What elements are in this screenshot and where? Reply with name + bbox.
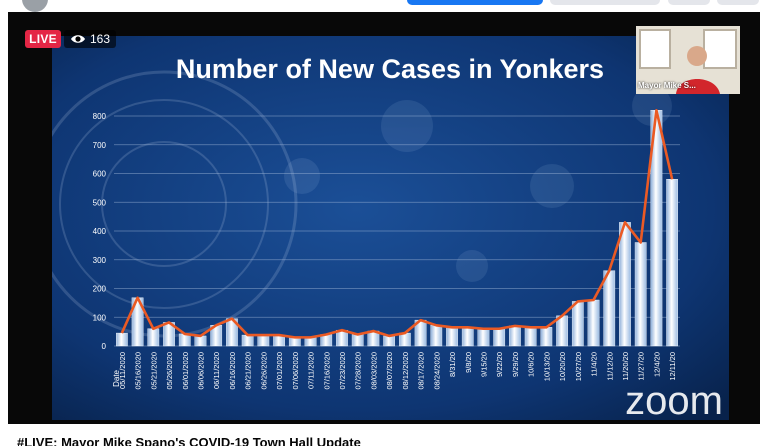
x-tick-label: 11/4/20	[590, 352, 599, 376]
bar-10	[257, 334, 270, 347]
y-tick-label: 800	[93, 112, 107, 121]
chart-title: Number of New Cases in Yonkers	[176, 54, 604, 84]
speaker-video	[636, 26, 740, 94]
x-tick-label: 05/11/2020	[118, 352, 127, 389]
bar-27	[524, 327, 537, 347]
x-tick-label: 06/06/2020	[196, 352, 205, 390]
x-tick-label: 05/26/2020	[165, 352, 174, 390]
bar-18	[383, 335, 395, 347]
secondary-action-button[interactable]	[550, 0, 660, 5]
x-tick-label: 07/16/2020	[322, 352, 331, 390]
y-tick-label: 300	[93, 256, 107, 265]
x-tick-label: 08/17/2020	[417, 352, 426, 390]
x-tick-label: 05/16/2020	[134, 352, 143, 390]
cases-chart: Number of New Cases in Yonkers 0 100 200 30…	[52, 36, 729, 420]
x-tick-label: 08/24/2020	[432, 352, 441, 390]
y-tick-label: 100	[93, 313, 107, 322]
x-tick-label: 10/20/20	[558, 352, 567, 381]
y-tick-label: 600	[93, 170, 107, 179]
primary-action-button[interactable]	[407, 0, 543, 5]
video-caption-bar: #LIVE: Mayor Mike Spano's COVID-19 Town …	[0, 430, 768, 446]
x-tick-label: 08/07/2020	[385, 352, 394, 390]
bar-3	[147, 328, 160, 347]
x-tick-label: 11/12/20	[605, 352, 614, 381]
x-tick-label: 07/06/2020	[291, 352, 300, 390]
x-tick-label: 07/23/2020	[338, 352, 347, 390]
bar-24	[477, 328, 490, 347]
x-tick-label: 12/4/20	[652, 352, 661, 377]
y-tick-label: 0	[102, 342, 107, 351]
bar-34	[634, 242, 647, 347]
bar-9	[241, 334, 254, 347]
action-button[interactable]	[668, 0, 710, 5]
bar-36	[666, 179, 678, 347]
trend-line	[120, 108, 674, 339]
bar-16	[351, 334, 364, 347]
bar-26	[509, 325, 521, 347]
x-tick-label: 9/29/20	[511, 352, 520, 377]
viewer-count-badge: 163	[64, 30, 116, 48]
presentation-slide: Number of New Cases in Yonkers 0 100 200 30…	[52, 36, 729, 420]
x-tick-label: 9/8/20	[464, 352, 473, 373]
bar-23	[461, 327, 474, 347]
page-top-bar	[0, 0, 768, 12]
x-tick-label: 06/11/2020	[212, 352, 221, 389]
zoom-watermark: zoom	[625, 379, 723, 420]
x-tick-label: 10/27/20	[574, 352, 583, 381]
x-tick-label: 9/15/20	[479, 352, 488, 377]
chart-trend-line	[120, 108, 674, 339]
x-tick-label: 06/01/2020	[181, 352, 190, 390]
bar-21	[430, 325, 443, 347]
bar-6	[194, 335, 207, 347]
y-tick-label: 200	[93, 285, 107, 294]
viewer-count: 163	[90, 32, 111, 46]
x-tick-label: 08/12/2020	[401, 352, 410, 390]
slide-background	[52, 36, 729, 420]
x-tick-label: 10/6/20	[527, 352, 536, 377]
speaker-camera-tile: Mayor Mike S...	[636, 26, 740, 94]
x-tick-label: 05/21/2020	[149, 352, 158, 390]
y-tick-label: 400	[93, 227, 107, 236]
bar-30	[571, 301, 584, 347]
bar-31	[587, 299, 600, 347]
more-button[interactable]	[717, 0, 759, 5]
bar-33	[619, 222, 631, 347]
x-tick-label: 9/22/20	[495, 352, 504, 377]
x-tick-label: 07/28/2020	[354, 352, 363, 390]
x-tick-label: 10/13/20	[542, 352, 551, 381]
x-axis-label: Date	[112, 369, 121, 386]
bar-22	[446, 327, 458, 347]
bar-1	[116, 332, 128, 347]
bar-28	[540, 327, 553, 347]
chart-axis-ticks: 0 100 200 300 400 500 600 700 800 05/11/2020 05/16…	[93, 112, 677, 390]
bar-29	[556, 315, 568, 347]
x-tick-label: 11/27/20	[637, 352, 646, 381]
video-title[interactable]: #LIVE: Mayor Mike Spano's COVID-19 Town …	[17, 435, 361, 446]
video-player[interactable]: Number of New Cases in Yonkers 0 100 200 30…	[8, 12, 760, 424]
live-badge: LIVE	[25, 30, 61, 48]
x-tick-label: 8/31/20	[448, 352, 457, 377]
eye-icon	[71, 35, 85, 43]
speaker-name-label: Mayor Mike S...	[638, 81, 696, 90]
x-tick-label: 12/11/20	[668, 352, 677, 381]
avatar[interactable]	[22, 0, 48, 12]
y-tick-label: 500	[93, 198, 107, 207]
chart-grid	[114, 115, 680, 347]
y-tick-label: 700	[93, 141, 107, 150]
bar-32	[603, 270, 616, 347]
x-tick-label: 08/03/2020	[369, 352, 378, 390]
bar-25	[493, 328, 506, 347]
x-tick-label: 06/21/2020	[244, 352, 253, 390]
x-tick-label: 07/11/2020	[307, 352, 316, 389]
x-tick-label: 06/16/2020	[228, 352, 237, 390]
x-tick-label: 06/26/2020	[259, 352, 268, 390]
x-tick-label: 11/20/20	[621, 352, 630, 381]
x-tick-label: 07/01/2020	[275, 352, 284, 390]
